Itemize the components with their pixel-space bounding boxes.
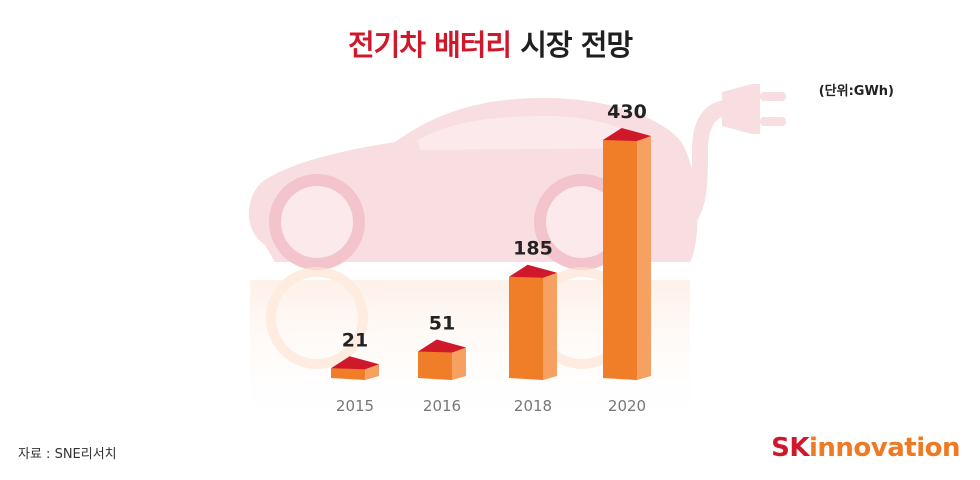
- data-label-2016: 51: [429, 313, 455, 335]
- data-label-2015: 21: [342, 329, 368, 351]
- sk-innovation-logo: SKinnovation: [771, 433, 960, 463]
- plug-icon: [722, 84, 760, 134]
- bar-side-face: [365, 364, 379, 380]
- logo-innovation: innovation: [809, 433, 961, 463]
- title-highlight: 전기차 배터리: [347, 28, 512, 62]
- data-labels: 21 51 185 430: [342, 101, 647, 351]
- bar-front-face: [331, 368, 365, 380]
- bar-top-face: [603, 128, 651, 141]
- bar-2015: [331, 356, 379, 380]
- bar-side-face: [452, 347, 466, 380]
- bar-top-face: [331, 356, 379, 370]
- bar-side-face: [543, 272, 557, 380]
- data-label-2018: 185: [513, 238, 553, 260]
- x-tick-2016: 2016: [423, 397, 461, 415]
- unit-label: (단위:GWh): [818, 84, 894, 99]
- x-axis-ticks: 2015 2016 2018 2020: [336, 397, 646, 415]
- chart-title: 전기차 배터리 시장 전망: [0, 22, 980, 64]
- bar-front-face: [509, 276, 543, 380]
- bar-2020: [603, 128, 651, 380]
- charging-cable: [657, 100, 733, 234]
- bar-side-face: [637, 136, 651, 380]
- x-tick-2015: 2015: [336, 397, 374, 415]
- car-window: [418, 116, 650, 150]
- car-illustration: [248, 84, 786, 270]
- x-tick-2018: 2018: [514, 397, 552, 415]
- title-rest: 시장 전망: [520, 28, 633, 62]
- bar-series: [331, 128, 651, 380]
- bar-front-face: [603, 140, 637, 380]
- data-label-2020: 430: [607, 101, 647, 123]
- logo-sk: SK: [771, 433, 809, 463]
- bar-2018: [509, 264, 557, 380]
- bar-top-face: [418, 339, 466, 353]
- source-note: 자료 : SNE리서치: [18, 447, 117, 462]
- x-tick-2020: 2020: [608, 397, 646, 415]
- bar-front-face: [418, 351, 452, 380]
- bar-2016: [418, 339, 466, 380]
- bar-top-face: [509, 264, 557, 278]
